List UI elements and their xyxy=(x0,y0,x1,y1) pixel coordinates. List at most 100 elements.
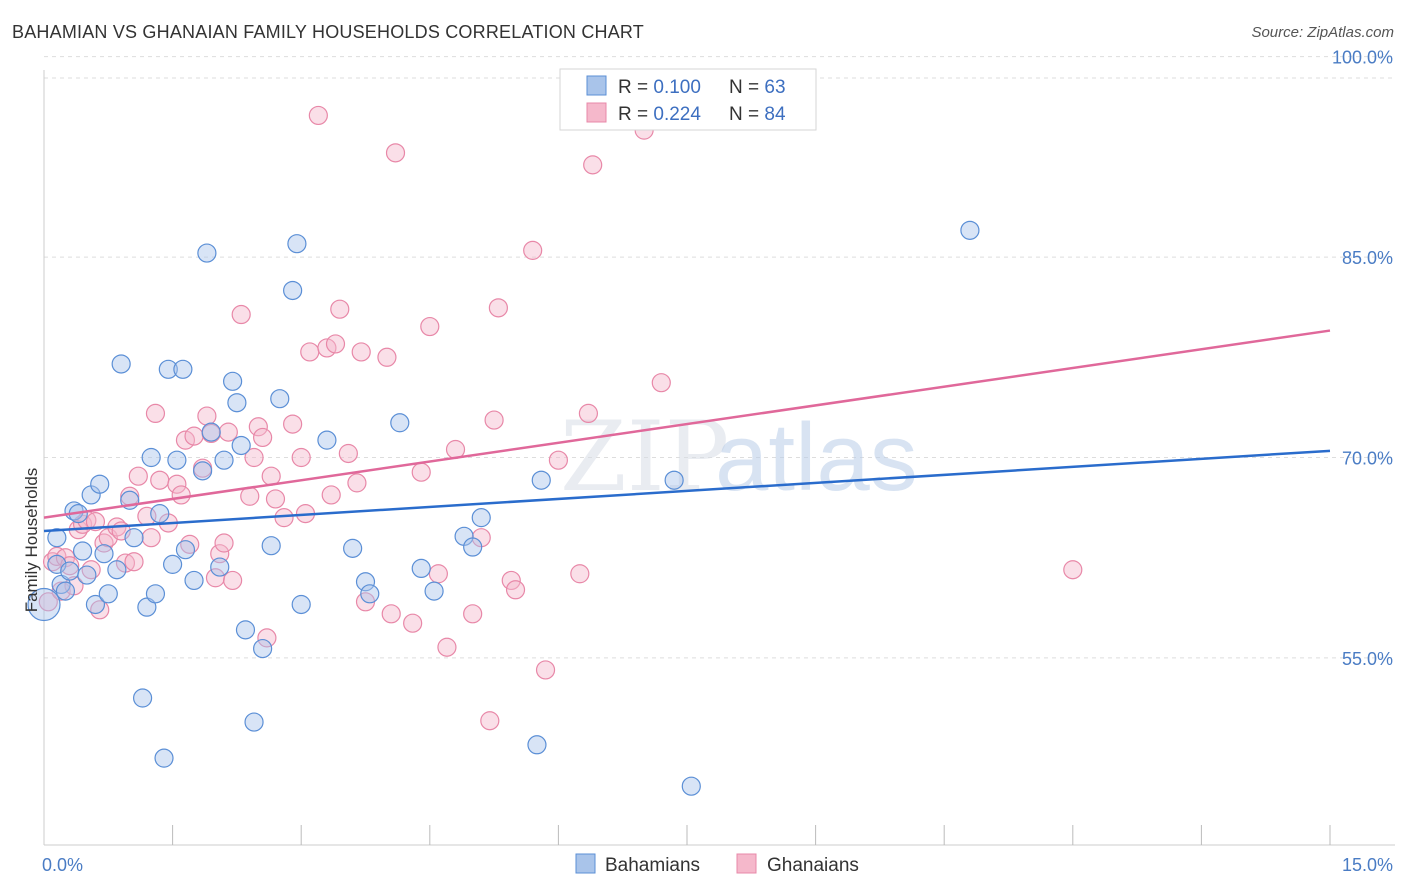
bahamians-point-25 xyxy=(158,359,178,379)
bahamians-point-13 xyxy=(94,544,114,564)
bahamians-point-20 xyxy=(137,597,157,617)
legend-r-value-ghanaians: 0.224 xyxy=(653,104,701,125)
legend-r-label-2: R = xyxy=(618,104,653,125)
ghanaians-point-43 xyxy=(253,427,273,448)
bahamians-point-56 xyxy=(471,508,491,528)
ghanaians-point-58 xyxy=(347,473,367,493)
ghanaians-point-19 xyxy=(124,552,144,572)
ghanaians-point-78 xyxy=(535,660,556,680)
bahamians-point-38 xyxy=(231,435,251,456)
bahamians-point-39 xyxy=(235,620,256,640)
bahamians-point-47 xyxy=(317,430,337,450)
bahamians-point-4 xyxy=(55,581,76,601)
bottom-legend-swatch-ghanaians xyxy=(736,853,757,874)
bahamians-point-49 xyxy=(355,572,376,592)
ghanaians-point-62 xyxy=(381,604,401,624)
bahamians-point-59 xyxy=(664,470,684,490)
ghanaians-point-77 xyxy=(523,240,543,260)
ghanaians-point-37 xyxy=(218,422,238,442)
axes xyxy=(43,70,1395,846)
ghanaians-point-26 xyxy=(167,474,187,494)
bahamians-point-51 xyxy=(390,413,410,433)
y-axis-label: Family Households xyxy=(22,468,41,613)
ghanaians-point-11 xyxy=(85,512,106,532)
ghanaians-point-23 xyxy=(145,403,166,424)
ghanaians-point-68 xyxy=(437,637,457,657)
bottom-legend-swatch-bahamians xyxy=(575,853,596,874)
bahamians-point-35 xyxy=(214,450,234,470)
ghanaians-point-0 xyxy=(38,592,58,612)
bahamians-point-36 xyxy=(223,371,243,391)
bahamians-point-52 xyxy=(411,558,431,579)
legend-r-value-bahamians: 0.100 xyxy=(653,77,701,98)
watermark-atlas: atlas xyxy=(715,404,918,511)
bahamians-point-22 xyxy=(145,584,166,604)
trend-lines xyxy=(43,329,1331,533)
bahamians-points xyxy=(27,220,980,796)
ghanaians-points xyxy=(38,105,1083,731)
bahamians-point-0 xyxy=(27,587,61,622)
ghanaians-point-80 xyxy=(570,564,590,584)
ghanaians-point-57 xyxy=(338,443,358,464)
ghanaians-point-72 xyxy=(480,711,500,731)
ghanaians-point-46 xyxy=(265,489,286,509)
bahamians-point-34 xyxy=(210,557,230,577)
bahamians-point-31 xyxy=(193,461,213,481)
ghanaians-point-82 xyxy=(583,155,603,175)
ghanaians-point-61 xyxy=(377,347,397,367)
bahamians-point-46 xyxy=(291,594,311,615)
ghanaians-point-22 xyxy=(141,528,161,548)
bahamians-point-53 xyxy=(424,581,444,601)
ghanaians-point-55 xyxy=(325,334,346,354)
ghanaians-point-40 xyxy=(240,486,260,506)
bahamians-point-12 xyxy=(90,474,110,494)
ghanaians-point-20 xyxy=(128,466,148,486)
ghanaians-point-73 xyxy=(484,410,504,430)
legend-n-label-2: N = xyxy=(729,104,764,125)
y-tick-label-2: 85.0% xyxy=(1342,248,1393,268)
ghanaians-point-51 xyxy=(300,342,320,362)
bahamians-point-9 xyxy=(77,565,97,585)
x-tick-label-1: 15.0% xyxy=(1342,855,1393,875)
svg-text:R = 0.224: R = 0.224 xyxy=(618,104,701,125)
ghanaians-point-59 xyxy=(351,342,371,362)
bahamians-point-58 xyxy=(531,470,551,490)
svg-text:N = 84: N = 84 xyxy=(729,104,786,125)
ghanaians-point-84 xyxy=(651,373,671,393)
legend-box: R = 0.100 N = 63 R = 0.224 N = 84 xyxy=(559,68,817,131)
ghanaians-point-74 xyxy=(488,298,508,318)
y-tick-label-3: 100.0% xyxy=(1332,48,1393,68)
bahamians-point-37 xyxy=(227,393,247,413)
ghanaians-point-64 xyxy=(403,613,423,633)
bahamians-point-57 xyxy=(527,735,547,755)
bahamians-point-19 xyxy=(132,688,153,708)
bahamians-point-30 xyxy=(184,570,204,591)
ghanaians-point-32 xyxy=(197,406,217,426)
svg-text:N = 63: N = 63 xyxy=(729,77,786,98)
ghanaians-point-41 xyxy=(244,447,264,468)
chart-title: BAHAMIAN VS GHANAIAN FAMILY HOUSEHOLDS C… xyxy=(12,22,644,42)
grid-lines xyxy=(44,56,1395,659)
bahamians-point-5 xyxy=(60,561,80,581)
ghanaians-point-36 xyxy=(214,533,234,553)
bahamians-point-11 xyxy=(85,594,106,615)
ghanaians-point-63 xyxy=(385,143,406,163)
ghanaians-point-79 xyxy=(548,450,569,470)
ghanaians-point-39 xyxy=(231,304,251,325)
bahamians-point-48 xyxy=(343,538,363,558)
bahamians-point-24 xyxy=(154,748,174,768)
bahamians-point-55 xyxy=(463,537,483,557)
ghanaians-point-24 xyxy=(150,470,170,490)
bottom-legend: Bahamians Ghanaians xyxy=(575,853,859,876)
ghanaians-point-30 xyxy=(184,426,204,446)
bahamians-point-32 xyxy=(197,243,217,263)
bahamians-trend-line xyxy=(43,449,1331,533)
bahamians-point-43 xyxy=(270,389,290,409)
x-tick-label-0: 0.0% xyxy=(42,855,83,875)
ghanaians-point-66 xyxy=(420,316,440,337)
bahamians-point-45 xyxy=(287,234,307,254)
svg-text:R = 0.100: R = 0.100 xyxy=(618,77,701,98)
y-tick-label-0: 55.0% xyxy=(1342,649,1393,669)
bahamians-point-18 xyxy=(124,528,144,548)
